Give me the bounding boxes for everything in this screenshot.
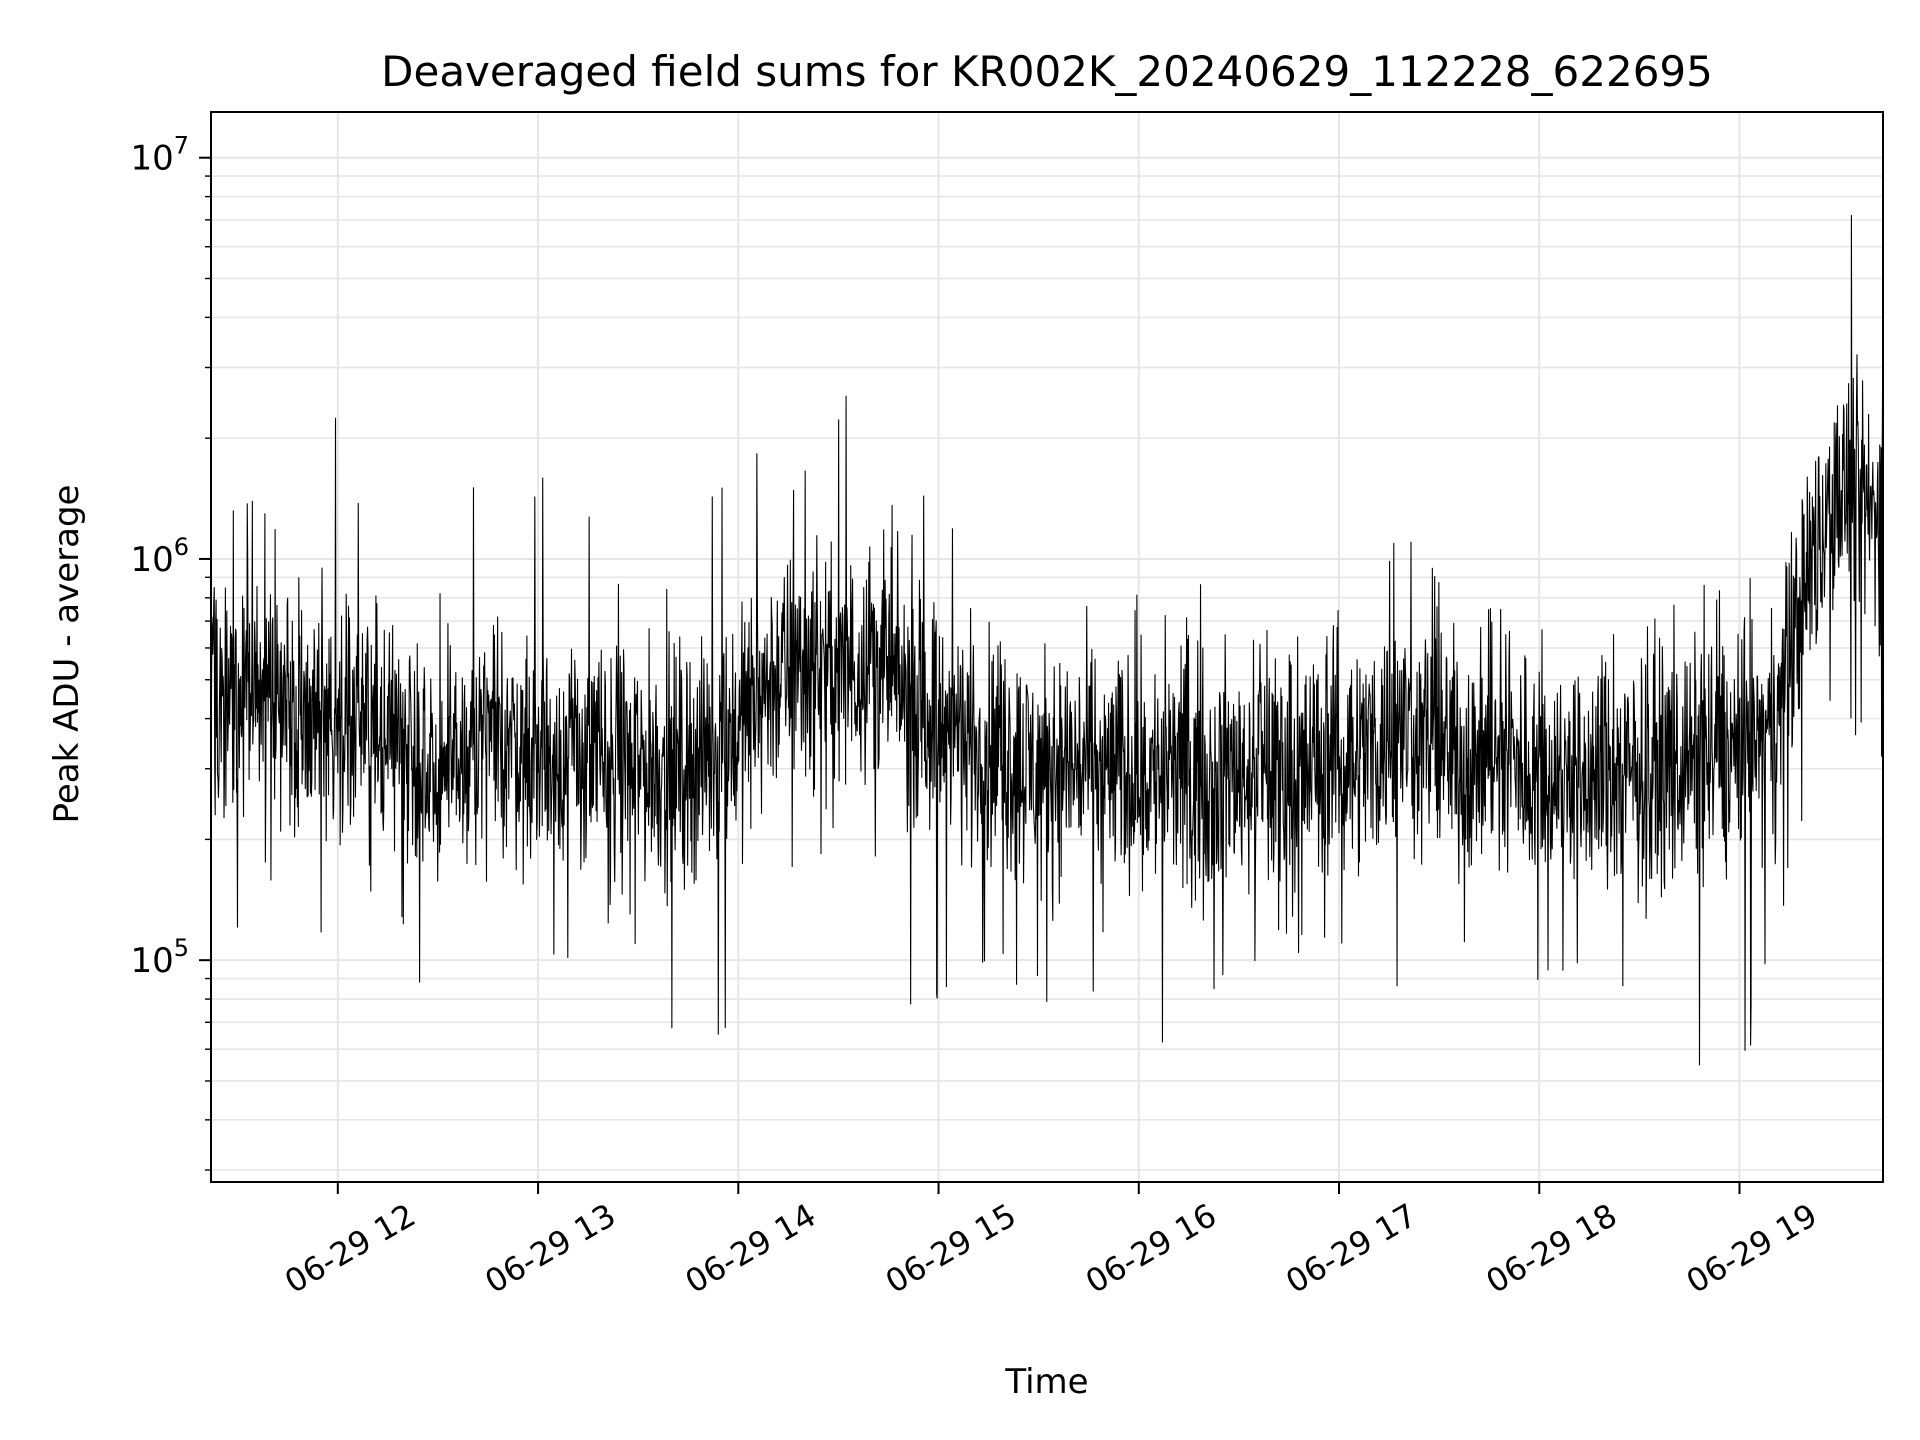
y-tick-label: 105 bbox=[130, 934, 189, 981]
axes-frame bbox=[210, 111, 1884, 1183]
y-tick-label: 106 bbox=[130, 533, 189, 580]
y-axis-label: Peak ADU - average bbox=[47, 485, 87, 824]
chart-title: Deaveraged field sums for KR002K_2024062… bbox=[381, 47, 1713, 96]
series-line bbox=[210, 214, 1884, 1066]
y-axis: 105 106 107 bbox=[130, 132, 211, 1171]
plot-area bbox=[210, 214, 1884, 1066]
y-tick-label: 107 bbox=[130, 132, 189, 179]
x-axis-label: Time bbox=[1004, 1362, 1088, 1402]
